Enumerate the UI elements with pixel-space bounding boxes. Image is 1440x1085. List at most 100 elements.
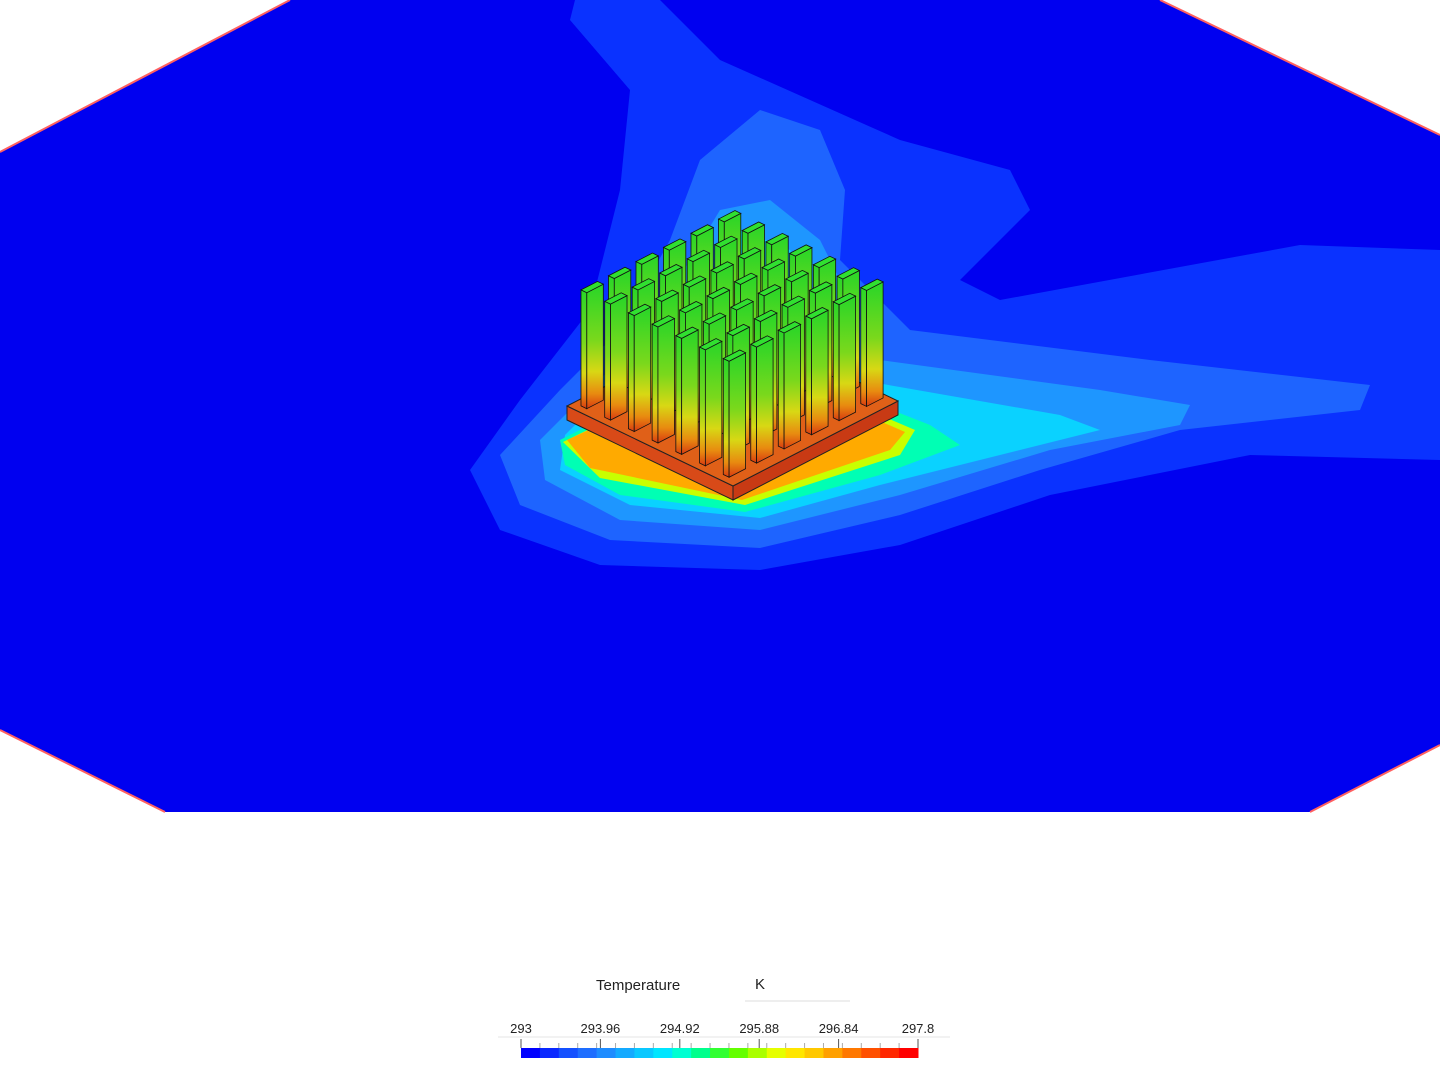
fin-top bbox=[710, 261, 735, 274]
tick-label: 297.8 bbox=[902, 1021, 935, 1036]
color-band bbox=[521, 1048, 541, 1058]
color-band bbox=[899, 1048, 919, 1058]
fin-top bbox=[706, 286, 731, 300]
fin-top bbox=[662, 238, 687, 251]
domain-edge bbox=[0, 729, 166, 813]
fin bbox=[859, 278, 884, 408]
fin-top bbox=[784, 269, 810, 283]
fin bbox=[777, 321, 802, 450]
color-band bbox=[691, 1048, 711, 1058]
fin-top bbox=[729, 298, 755, 311]
fin-top bbox=[749, 335, 774, 348]
fin-top bbox=[678, 301, 703, 314]
fin-face bbox=[604, 300, 611, 421]
tick-label: 294.92 bbox=[660, 1021, 700, 1036]
fin-top bbox=[686, 249, 711, 263]
legend-unit: K bbox=[755, 976, 765, 993]
fin bbox=[832, 292, 857, 422]
fin-face bbox=[586, 283, 604, 410]
tick-label: 293.96 bbox=[581, 1021, 621, 1036]
fin-top bbox=[859, 278, 884, 291]
fin-top bbox=[702, 312, 727, 325]
fin-top bbox=[607, 266, 632, 279]
color-band bbox=[766, 1048, 787, 1058]
color-band bbox=[747, 1048, 768, 1058]
fin-top bbox=[757, 284, 782, 297]
color-band bbox=[861, 1048, 881, 1058]
fin bbox=[580, 280, 605, 410]
tick-label: 293 bbox=[510, 1021, 532, 1036]
domain-edge bbox=[1159, 0, 1440, 136]
fin bbox=[749, 335, 774, 464]
fin-face bbox=[783, 323, 801, 450]
fin-top bbox=[781, 295, 806, 308]
fin-face bbox=[722, 357, 730, 478]
fin-top bbox=[713, 235, 738, 248]
fin-face bbox=[866, 281, 884, 408]
fin-top bbox=[836, 267, 861, 280]
fin-face bbox=[699, 346, 706, 467]
fin-top bbox=[812, 255, 837, 269]
fin-top bbox=[627, 303, 652, 316]
fin-top bbox=[765, 232, 790, 246]
fin-top bbox=[698, 338, 723, 351]
fin-top bbox=[777, 321, 802, 334]
domain-edge bbox=[0, 0, 291, 153]
fin-top bbox=[804, 307, 829, 320]
color-band bbox=[577, 1048, 598, 1058]
fin-top bbox=[722, 349, 747, 362]
fin-top bbox=[580, 280, 605, 294]
color-band bbox=[596, 1048, 617, 1058]
tick-label: 296.84 bbox=[819, 1021, 859, 1036]
fin-top bbox=[682, 275, 707, 288]
fin-top bbox=[726, 323, 751, 337]
color-band bbox=[842, 1048, 862, 1058]
fin-top bbox=[761, 258, 786, 271]
fin-face bbox=[860, 286, 867, 408]
fin-top bbox=[690, 224, 715, 237]
heat-sink bbox=[565, 210, 900, 501]
fin-face bbox=[580, 289, 588, 410]
fin-face bbox=[832, 301, 840, 422]
fin-face bbox=[633, 306, 652, 433]
fin bbox=[627, 303, 652, 433]
fin-face bbox=[811, 309, 829, 436]
color-band bbox=[653, 1048, 673, 1058]
fin-face bbox=[777, 329, 785, 450]
fin-face bbox=[657, 317, 675, 444]
color-band bbox=[710, 1048, 730, 1058]
fin bbox=[722, 349, 747, 478]
legend-title: Temperature bbox=[596, 977, 680, 994]
fin-top bbox=[733, 272, 758, 285]
fin bbox=[651, 315, 676, 444]
fin-top bbox=[788, 244, 813, 257]
fin-top bbox=[753, 309, 778, 322]
fin-top bbox=[635, 252, 660, 265]
fin-face bbox=[728, 352, 746, 478]
fin-top bbox=[655, 289, 680, 302]
fin-face bbox=[704, 340, 723, 467]
color-band bbox=[823, 1048, 843, 1058]
fin bbox=[674, 326, 700, 456]
color-band bbox=[558, 1048, 579, 1058]
fin-face bbox=[681, 329, 699, 456]
color-legend: Temperature K 293 293.96 294.92 295.88 296.8… bbox=[498, 976, 950, 1058]
fin-face bbox=[750, 343, 757, 464]
fin-face bbox=[838, 295, 856, 422]
color-band bbox=[672, 1048, 692, 1058]
fin-top bbox=[674, 326, 700, 339]
fin-top bbox=[737, 247, 762, 260]
color-band bbox=[634, 1048, 654, 1058]
fin-top bbox=[717, 210, 742, 223]
color-band bbox=[728, 1048, 749, 1058]
fin bbox=[603, 292, 628, 421]
fin-face bbox=[651, 323, 659, 444]
color-band bbox=[615, 1048, 635, 1058]
fin-top bbox=[603, 292, 628, 305]
fin-top bbox=[741, 221, 766, 234]
fin bbox=[698, 338, 723, 467]
tick-label: 295.88 bbox=[739, 1021, 779, 1036]
color-band bbox=[880, 1048, 900, 1058]
